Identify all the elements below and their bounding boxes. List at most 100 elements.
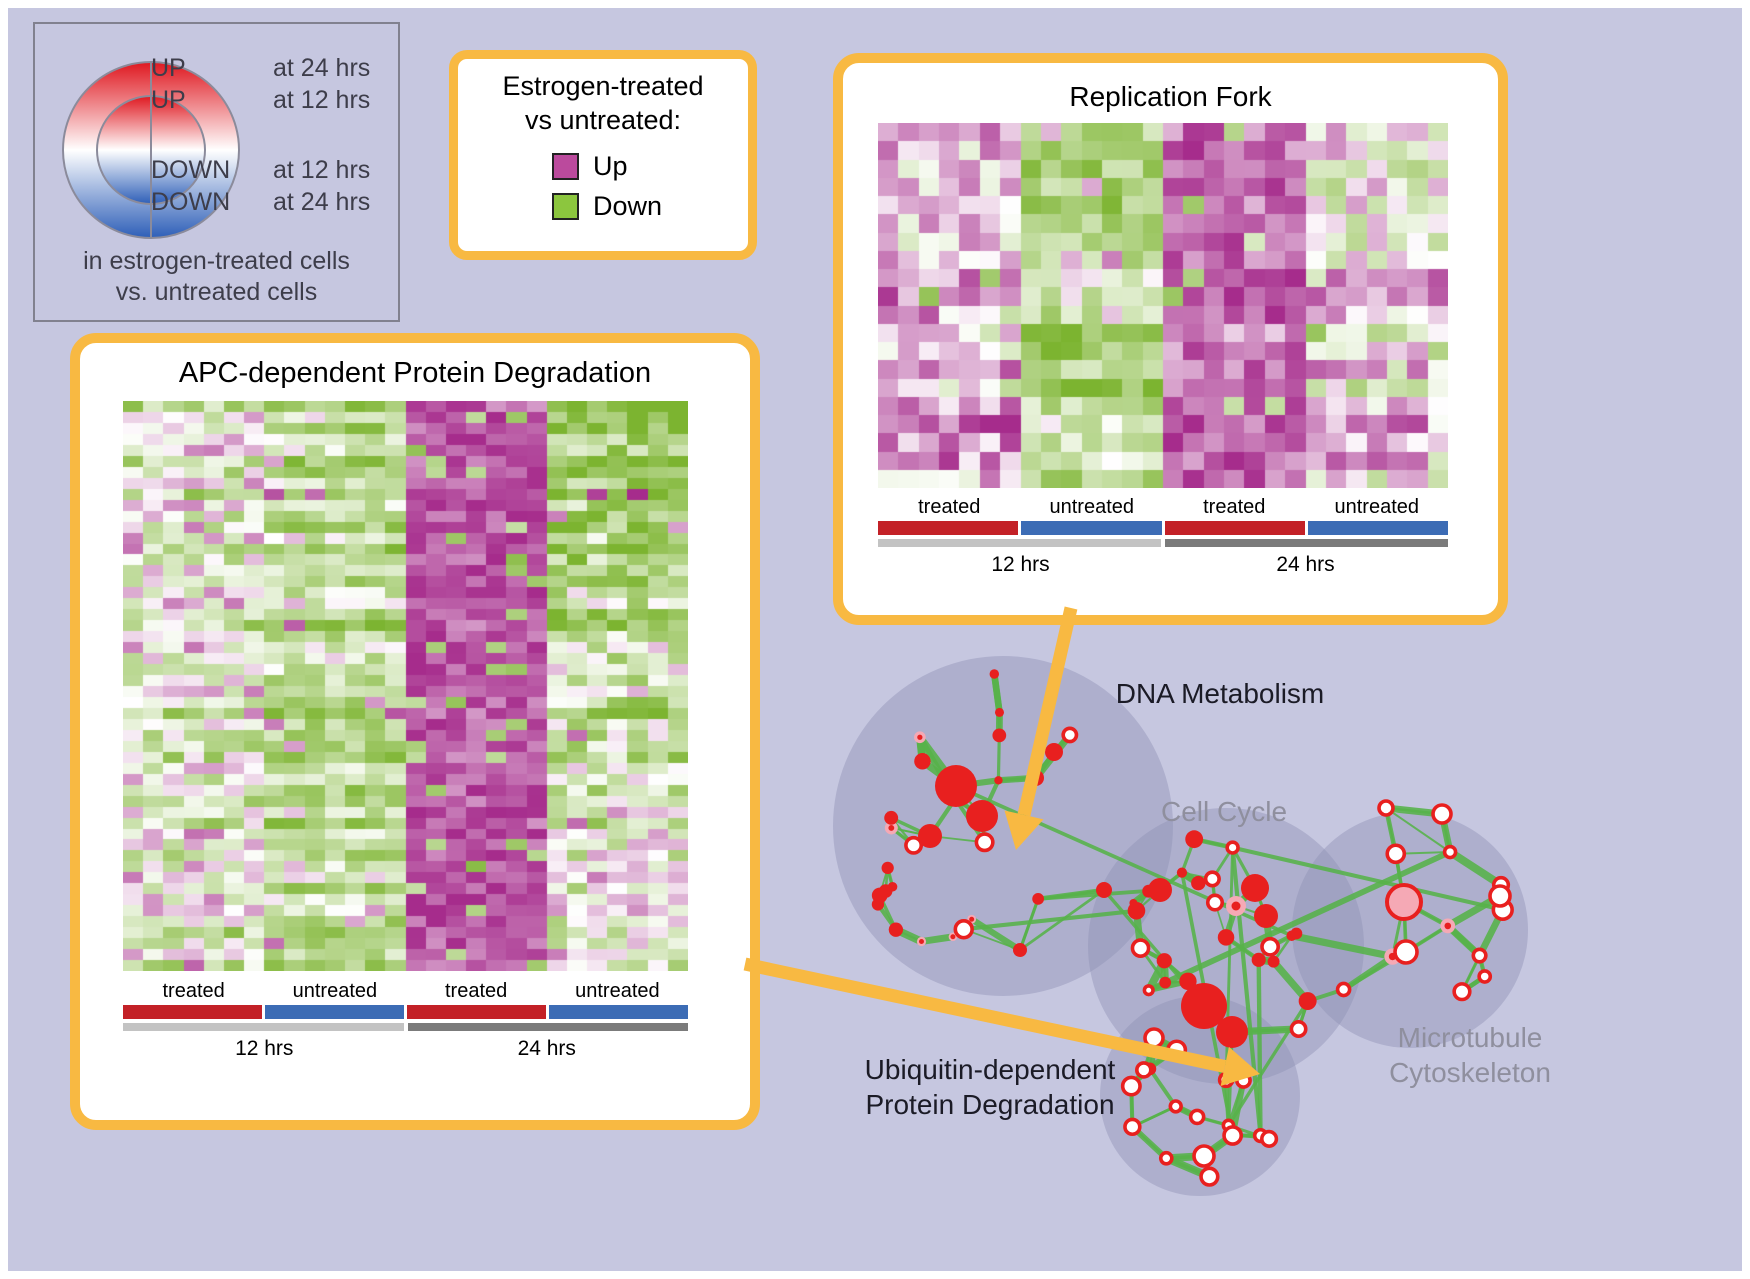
gene-node-open [1203,870,1221,888]
time-label-24h: 24 hrs [517,1037,576,1060]
group-label: untreated [292,980,378,1002]
gene-node-open [1135,1061,1153,1079]
gene-node [1267,955,1280,968]
gene-node [935,765,977,807]
ring-time-24: at 24 hrs [273,54,371,82]
gene-node [1251,952,1266,967]
gene-node-open [1289,1020,1308,1038]
gene-node [881,861,894,875]
time-bar-12h [878,539,1161,547]
gene-node-open [1222,1125,1244,1146]
gene-node [1096,882,1112,898]
replication-fork-panel: Replication Fork treated untreated treat… [833,53,1508,625]
gene-node [1181,983,1227,1029]
down-label: Down [593,191,663,221]
gene-node-open [1061,726,1079,744]
apc-title: APC-dependent Protein Degradation [178,357,652,389]
gene-node [1159,976,1172,989]
gene-node-open [1235,1072,1252,1089]
gene-node [1254,904,1278,928]
group-label: untreated [1049,496,1134,518]
gene-node [914,753,931,770]
group-label: treated [918,496,981,518]
gene-node [1241,874,1269,902]
gene-node [1127,901,1146,920]
gene-node-open [1431,803,1453,825]
apc-panel: APC-dependent Protein Degradation treate… [70,333,760,1130]
ring-label-up-24: UP [151,54,186,82]
gene-node [1298,992,1317,1011]
gene-node [1027,769,1045,786]
gene-node [884,810,899,825]
gene-node-open [904,835,924,855]
time-label-24h: 24 hrs [1276,553,1335,576]
untreated-bar [549,1005,688,1019]
gene-node [1191,875,1206,891]
untreated-bar [1021,521,1162,535]
gene-node [1176,867,1188,878]
legend-item-down: Down [552,191,662,222]
group-label: treated [1203,496,1266,518]
apc-heatmap [123,401,688,971]
treated-bar [1164,521,1305,535]
gene-node-open [1168,1099,1183,1114]
time-bar-24h [1165,539,1448,547]
gene-node [888,922,904,937]
gene-node [1013,943,1027,957]
network-cluster-label-0: DNA Metabolism [1115,678,1325,709]
ring-time-down-12: at 12 hrs [273,156,371,184]
gene-node [989,669,1000,679]
gene-node-open [1393,939,1419,965]
gene-node [871,887,888,904]
gene-node-open [1335,981,1352,998]
gene-node-open [1225,840,1240,855]
ring-time-12: at 12 hrs [273,86,371,114]
gene-node-open [1142,984,1155,997]
gene-node-open [1477,969,1493,984]
gene-node [1185,830,1204,849]
network-cluster-label-1: Cell Cycle [1160,796,1288,827]
gene-node-open [974,832,995,853]
legend-item-up: Up [552,151,628,182]
gene-node-open [1471,947,1488,964]
gene-node-open [1442,844,1458,860]
ring-time-down-24: at 24 hrs [273,188,371,216]
gene-node [994,776,1003,785]
time-bar-24h [407,1023,688,1031]
gene-node [966,800,998,832]
gene-node-open [1143,1027,1165,1049]
ring-label-down-12: DOWN [151,156,231,184]
down-color-swatch [552,193,579,220]
gene-node [1045,743,1063,761]
treated-bar [123,1005,262,1019]
gene-node [992,728,1007,743]
group-label: treated [162,980,225,1002]
ring-label-up-12: UP [151,86,186,114]
gene-node-open [1120,1075,1142,1097]
updown-legend-title: Estrogen-treated vs untreated: [502,71,704,135]
gene-node-pink-ring [1385,883,1423,921]
gene-node-open [953,919,974,940]
untreated-bar [1307,521,1448,535]
group-label: treated [444,980,508,1002]
updown-legend: Estrogen-treated vs untreated: Up Down [449,50,757,260]
untreated-bar [265,1005,404,1019]
gene-node-open [1166,1039,1188,1061]
gene-node-open [1158,1150,1174,1166]
gene-node-open [1488,884,1512,908]
ring-legend-caption: in estrogen-treated cells vs. untreated … [83,247,350,306]
gene-node-open [1130,938,1151,958]
time-bar-12h [123,1023,404,1031]
gene-node-open [1377,799,1395,817]
gene-node [1148,878,1172,902]
ring-label-down-24: DOWN [151,188,231,216]
gene-node [1032,893,1045,905]
network-cluster-label-2: Microtubule Cytoskeleton [1389,1022,1551,1088]
replication-fork-heatmap [878,123,1448,488]
time-label-12h: 12 hrs [235,1037,294,1060]
up-label: Up [593,151,628,181]
gene-node [1156,953,1172,969]
gene-node-open [1188,1108,1206,1126]
gene-node [918,824,942,848]
